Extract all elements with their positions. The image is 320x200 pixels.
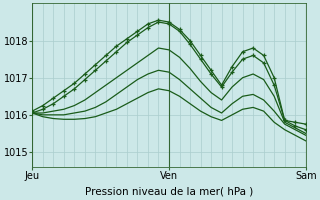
X-axis label: Pression niveau de la mer( hPa ): Pression niveau de la mer( hPa ) bbox=[85, 187, 253, 197]
